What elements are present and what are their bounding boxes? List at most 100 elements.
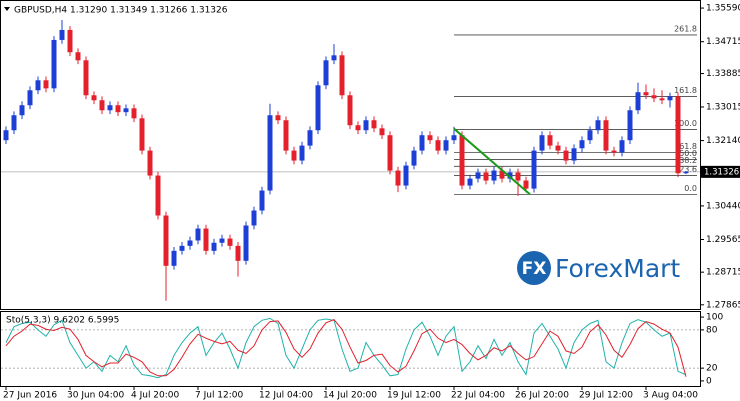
candle-body — [147, 150, 153, 176]
candle-body — [203, 228, 209, 251]
stochastic-line — [5, 319, 687, 377]
candle-body — [491, 170, 497, 181]
fibo-label: 161.8 — [674, 86, 697, 95]
candle-body — [355, 125, 361, 131]
candle-body — [163, 215, 169, 266]
x-tick-label: 3 Aug 04:00 — [643, 391, 698, 401]
fibo-label: 38.2 — [679, 156, 697, 165]
candle-body — [139, 118, 145, 151]
stochastic-tick-label: 100 — [706, 313, 723, 323]
candle-body — [291, 150, 297, 161]
fibo-label: 23.6 — [679, 165, 697, 174]
y-tick-label: 1.30440 — [706, 201, 740, 211]
y-tick-label: 1.33885 — [706, 69, 740, 79]
candle-body — [411, 150, 417, 166]
fibo-label: 100.0 — [674, 119, 697, 128]
candle-body — [275, 115, 281, 121]
candle-body — [259, 190, 265, 211]
y-tick-label: 1.27865 — [706, 300, 740, 310]
current-price-label: 1.31326 — [704, 167, 739, 177]
candle-body — [59, 29, 65, 40]
candle-body — [579, 140, 585, 149]
y-tick-label: 1.33015 — [706, 102, 740, 112]
candle-body — [587, 130, 593, 141]
current-price-box — [701, 165, 740, 178]
candle-body — [563, 150, 569, 161]
dropdown-icon — [4, 7, 10, 11]
candle-body — [571, 148, 577, 161]
candle-body — [107, 105, 113, 111]
candle-body — [267, 115, 273, 191]
candle-body — [307, 130, 313, 146]
candle-body — [483, 172, 489, 181]
candle-body — [131, 108, 137, 119]
candle-body — [475, 172, 481, 179]
candle-body — [243, 225, 249, 261]
x-tick-label: 22 Jul 04:00 — [451, 391, 505, 401]
candle-body — [27, 90, 33, 106]
candle-body — [339, 55, 345, 96]
candle-body — [595, 120, 601, 131]
candle-body — [187, 240, 193, 246]
candle-body — [395, 170, 401, 186]
candle-body — [539, 135, 545, 151]
fibo-label: 0.0 — [684, 184, 697, 193]
stochastic-tick-label: 80 — [706, 325, 718, 335]
x-tick-label: 27 Jun 2016 — [3, 391, 57, 401]
candle-body — [443, 140, 449, 151]
candle-body — [99, 100, 105, 111]
candle-body — [67, 29, 73, 53]
stochastic-pane-frame — [0, 311, 701, 387]
candle-body — [627, 110, 633, 141]
candle-body — [123, 108, 129, 113]
candle-body — [91, 95, 97, 101]
watermark-icon: FX — [522, 259, 547, 279]
candle-body — [643, 92, 649, 96]
candle-body — [387, 135, 393, 171]
candle-body — [555, 145, 561, 151]
candle-body — [531, 150, 537, 189]
candle-body — [3, 130, 9, 141]
candle-body — [323, 60, 329, 86]
candle-body — [299, 145, 305, 161]
candle-body — [43, 80, 49, 89]
candle-body — [419, 135, 425, 151]
candle-body — [283, 120, 289, 151]
candle-body — [683, 171, 689, 174]
candle-body — [195, 228, 201, 241]
candle-body — [675, 96, 681, 174]
candle-body — [155, 175, 161, 216]
plot-layer: 1.35590 1.34715 1.33885 1.33015 1.32140 1.304… — [1, 4, 740, 401]
candle-body — [51, 39, 57, 89]
candle-body — [403, 165, 409, 186]
candle-body — [547, 135, 553, 146]
candle-body — [227, 238, 233, 246]
candle-body — [315, 85, 321, 131]
x-tick-label: 14 Jul 20:00 — [323, 391, 377, 401]
candle-body — [515, 172, 521, 181]
candle-body — [651, 95, 657, 99]
candle-body — [179, 245, 185, 251]
fibo-label: 50.0 — [679, 149, 697, 158]
stochastic-title: Sto(5,3,3) 9.6202 6.5995 — [6, 316, 119, 326]
candle-body — [171, 250, 177, 266]
candle-body — [507, 172, 513, 179]
candle-body — [235, 245, 241, 261]
y-tick-label: 1.35590 — [706, 4, 740, 14]
y-tick-label: 1.28715 — [706, 268, 740, 278]
candle-body — [523, 180, 529, 189]
x-tick-label: 19 Jul 12:00 — [387, 391, 441, 401]
x-tick-label: 30 Jun 04:00 — [67, 391, 124, 401]
candle-body — [467, 178, 473, 186]
candle-body — [451, 135, 457, 141]
candle-body — [331, 55, 337, 61]
x-tick-label: 12 Jul 04:00 — [259, 391, 313, 401]
x-tick-label: 29 Jul 12:00 — [579, 391, 633, 401]
candle-body — [499, 170, 505, 179]
candle-body — [211, 242, 217, 251]
x-tick-label: 26 Jul 20:00 — [515, 391, 569, 401]
candle-body — [11, 115, 17, 131]
candle-body — [635, 92, 641, 111]
